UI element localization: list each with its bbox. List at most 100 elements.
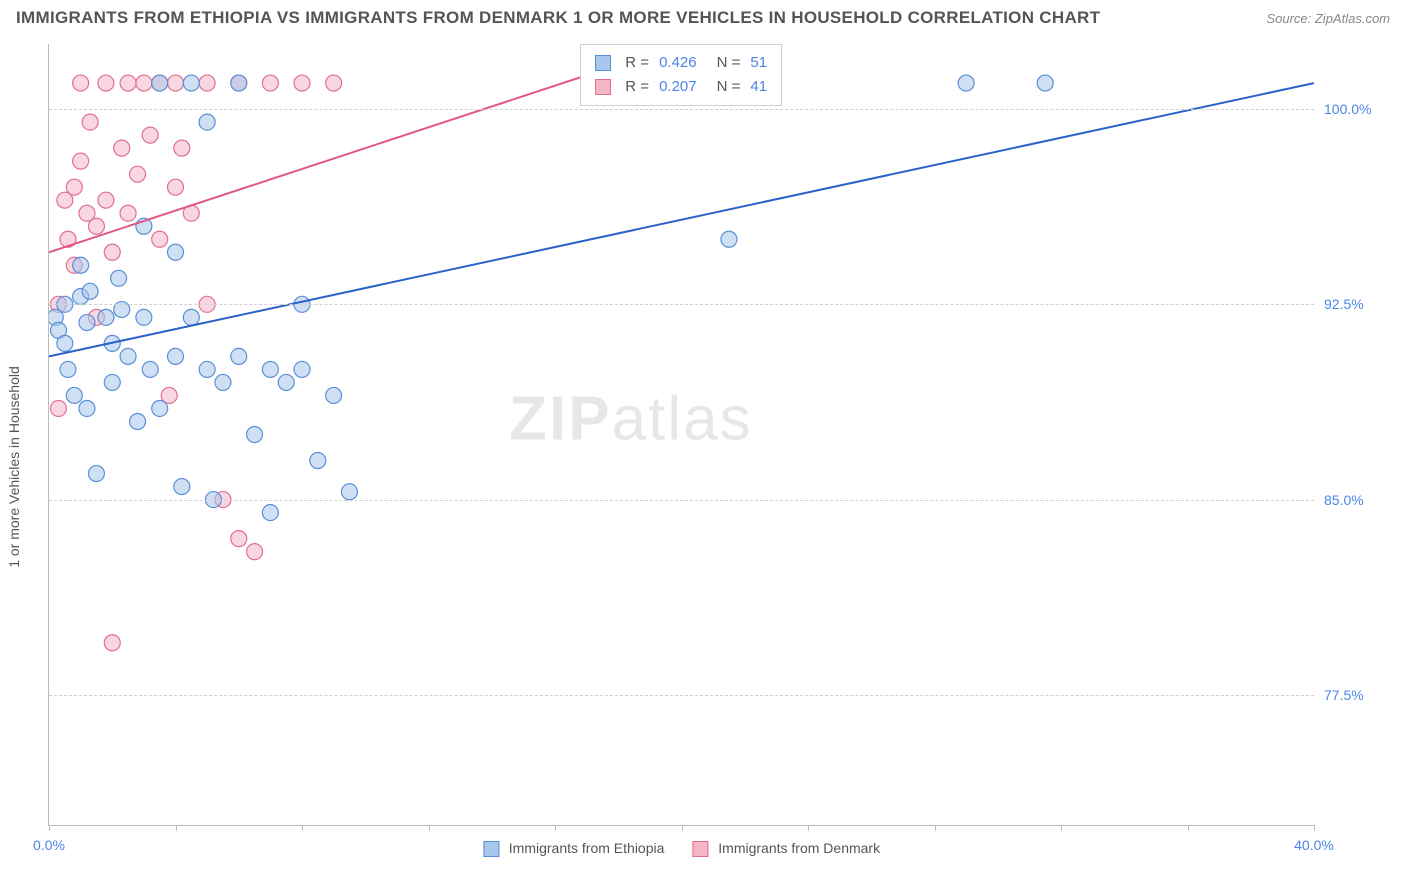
data-point-denmark	[174, 140, 190, 156]
data-point-ethiopia	[120, 348, 136, 364]
y-axis-label: 1 or more Vehicles in Household	[6, 366, 22, 568]
data-point-ethiopia	[247, 427, 263, 443]
x-tick	[1314, 825, 1315, 831]
data-point-denmark	[120, 205, 136, 221]
data-point-denmark	[152, 75, 168, 91]
data-point-ethiopia	[88, 466, 104, 482]
data-point-denmark	[73, 153, 89, 169]
data-point-denmark	[168, 179, 184, 195]
data-point-ethiopia	[310, 453, 326, 469]
data-point-denmark	[199, 75, 215, 91]
data-point-denmark	[262, 75, 278, 91]
x-tick	[935, 825, 936, 831]
data-point-ethiopia	[136, 218, 152, 234]
n-value-denmark: 41	[750, 75, 767, 99]
data-point-denmark	[57, 192, 73, 208]
data-point-denmark	[231, 531, 247, 547]
data-point-ethiopia	[183, 75, 199, 91]
data-point-denmark	[104, 244, 120, 260]
data-point-ethiopia	[98, 309, 114, 325]
swatch-denmark-icon	[692, 841, 708, 857]
data-point-ethiopia	[73, 257, 89, 273]
data-point-ethiopia	[152, 75, 168, 91]
chart-source: Source: ZipAtlas.com	[1266, 11, 1390, 26]
y-tick-label: 92.5%	[1324, 296, 1396, 312]
data-point-denmark	[294, 75, 310, 91]
data-point-ethiopia	[1037, 75, 1053, 91]
data-point-ethiopia	[73, 289, 89, 305]
plot-area: ZIPatlas R =0.426 N =51 R =0.207 N =41 I…	[48, 44, 1314, 826]
legend-row-ethiopia: R =0.426 N =51	[595, 51, 767, 75]
data-point-ethiopia	[215, 374, 231, 390]
data-point-ethiopia	[183, 309, 199, 325]
data-point-ethiopia	[66, 387, 82, 403]
data-point-denmark	[88, 309, 104, 325]
data-point-denmark	[247, 544, 263, 560]
data-point-ethiopia	[721, 231, 737, 247]
data-point-ethiopia	[104, 335, 120, 351]
legend-item-ethiopia: Immigrants from Ethiopia	[483, 840, 665, 857]
data-point-denmark	[231, 75, 247, 91]
x-tick-label: 0.0%	[33, 837, 65, 853]
x-tick	[176, 825, 177, 831]
data-point-denmark	[120, 75, 136, 91]
data-point-denmark	[142, 127, 158, 143]
data-point-ethiopia	[79, 315, 95, 331]
data-point-ethiopia	[136, 309, 152, 325]
data-point-denmark	[82, 114, 98, 130]
chart-title: IMMIGRANTS FROM ETHIOPIA VS IMMIGRANTS F…	[16, 8, 1100, 28]
data-point-ethiopia	[111, 270, 127, 286]
swatch-ethiopia	[595, 55, 611, 71]
legend-row-denmark: R =0.207 N =41	[595, 75, 767, 99]
data-point-ethiopia	[79, 400, 95, 416]
data-point-denmark	[168, 75, 184, 91]
gridline	[49, 109, 1314, 110]
data-point-ethiopia	[199, 361, 215, 377]
data-point-ethiopia	[60, 361, 76, 377]
data-point-denmark	[136, 75, 152, 91]
data-point-denmark	[130, 166, 146, 182]
data-point-ethiopia	[130, 413, 146, 429]
x-tick	[682, 825, 683, 831]
data-point-ethiopia	[262, 505, 278, 521]
data-point-ethiopia	[231, 75, 247, 91]
r-value-ethiopia: 0.426	[659, 51, 697, 75]
data-point-ethiopia	[104, 374, 120, 390]
data-point-denmark	[73, 75, 89, 91]
series-legend: Immigrants from Ethiopia Immigrants from…	[483, 840, 880, 857]
data-point-ethiopia	[326, 387, 342, 403]
data-point-ethiopia	[168, 244, 184, 260]
x-tick	[1188, 825, 1189, 831]
data-point-ethiopia	[199, 114, 215, 130]
gridline	[49, 500, 1314, 501]
trend-line	[49, 75, 587, 252]
swatch-denmark	[595, 79, 611, 95]
data-point-denmark	[114, 140, 130, 156]
chart-header: IMMIGRANTS FROM ETHIOPIA VS IMMIGRANTS F…	[0, 0, 1406, 34]
data-point-denmark	[66, 179, 82, 195]
data-point-denmark	[326, 75, 342, 91]
r-value-denmark: 0.207	[659, 75, 697, 99]
data-point-ethiopia	[82, 283, 98, 299]
data-point-denmark	[98, 192, 114, 208]
data-point-ethiopia	[57, 335, 73, 351]
data-point-ethiopia	[341, 484, 357, 500]
chart-container: 1 or more Vehicles in Household ZIPatlas…	[0, 34, 1406, 884]
legend-label-denmark: Immigrants from Denmark	[718, 840, 880, 856]
data-point-ethiopia	[152, 400, 168, 416]
data-point-denmark	[161, 387, 177, 403]
gridline	[49, 304, 1314, 305]
data-point-denmark	[152, 231, 168, 247]
data-point-ethiopia	[50, 322, 66, 338]
data-point-ethiopia	[294, 361, 310, 377]
gridline	[49, 695, 1314, 696]
data-point-denmark	[60, 231, 76, 247]
data-point-ethiopia	[958, 75, 974, 91]
correlation-legend: R =0.426 N =51 R =0.207 N =41	[580, 44, 782, 106]
x-tick	[555, 825, 556, 831]
trend-line	[49, 83, 1314, 356]
n-value-ethiopia: 51	[750, 51, 767, 75]
data-point-ethiopia	[231, 348, 247, 364]
legend-item-denmark: Immigrants from Denmark	[692, 840, 880, 857]
legend-label-ethiopia: Immigrants from Ethiopia	[509, 840, 665, 856]
